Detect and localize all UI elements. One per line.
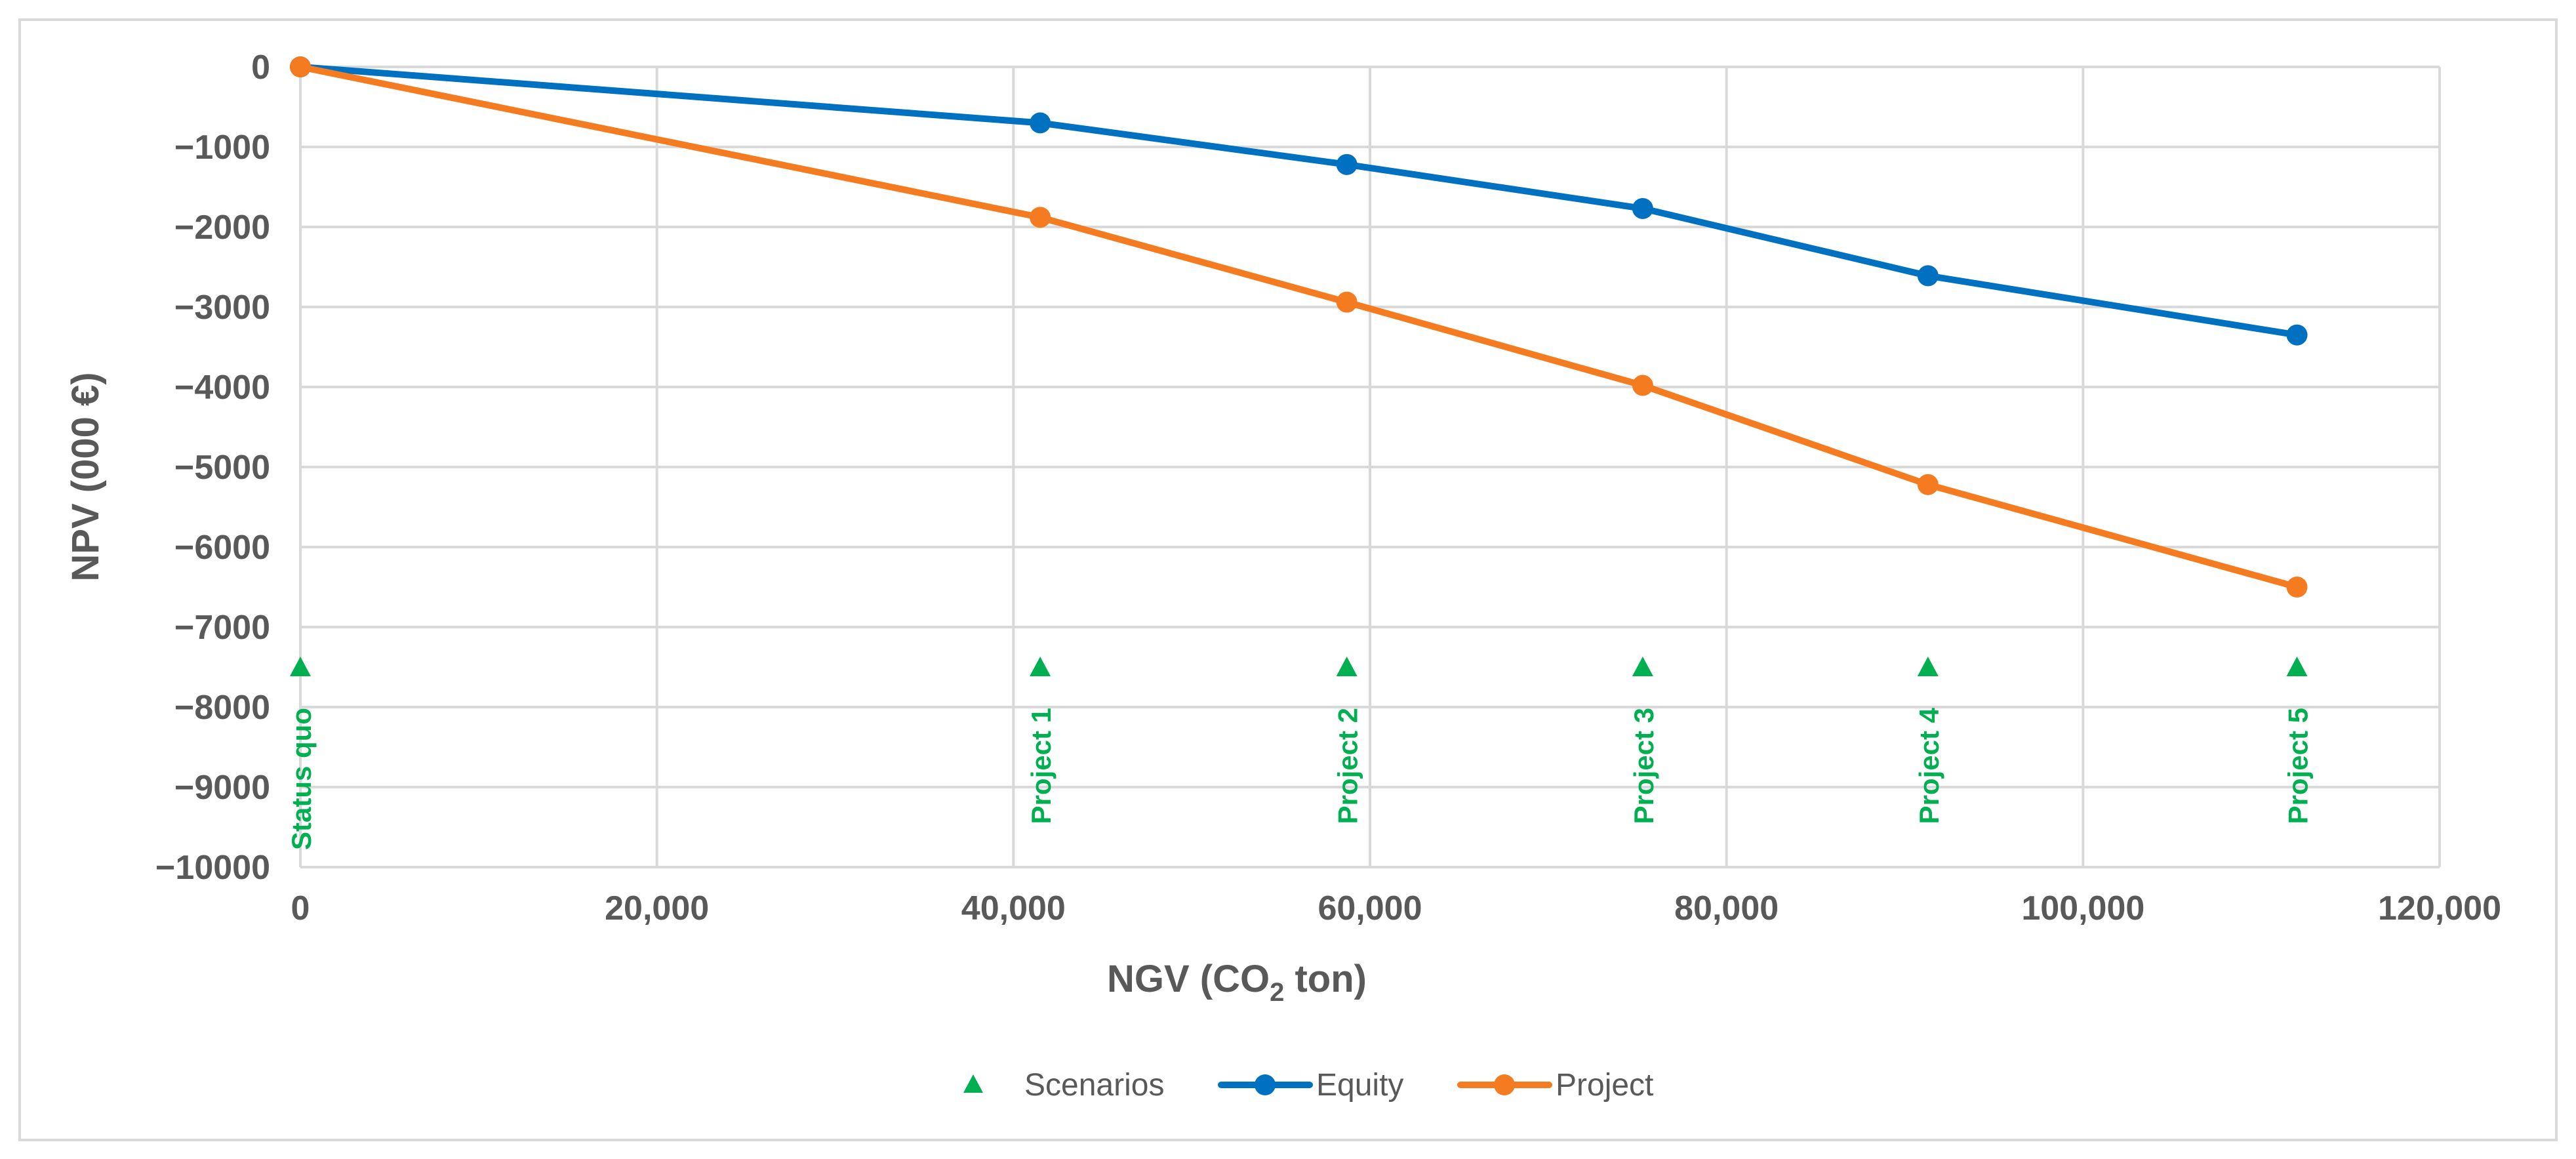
- series-equity-point: [2286, 324, 2308, 346]
- y-tick-label: −8000: [174, 689, 270, 727]
- x-tick-label: 120,000: [2378, 889, 2501, 927]
- legend-project-label: Project: [1556, 1068, 1653, 1103]
- series-project: [290, 56, 2308, 598]
- scenario-label: Project 1: [1026, 708, 1057, 824]
- x-tick-label: 80,000: [1674, 889, 1779, 927]
- scenario-label: Project 4: [1914, 707, 1944, 824]
- scenario-marker: [1917, 657, 1939, 676]
- y-tick-label: −9000: [174, 769, 270, 807]
- y-tick-label: 0: [251, 49, 270, 87]
- legend-project-marker: [1494, 1074, 1515, 1095]
- legend-equity-marker: [1255, 1074, 1276, 1095]
- series-equity-point: [1917, 265, 1939, 287]
- series-equity: [290, 56, 2308, 346]
- y-tick-label: −5000: [174, 449, 270, 487]
- series-project-point: [290, 56, 311, 77]
- x-axis-title-suffix: ton): [1284, 958, 1367, 1000]
- scenario-marker: [2286, 657, 2308, 676]
- y-tick-label: −6000: [174, 529, 270, 567]
- y-tick-label: −1000: [174, 129, 270, 167]
- series-layer: [290, 56, 2308, 598]
- y-tick-label: −7000: [174, 609, 270, 647]
- x-axis-title-subscript: 2: [1270, 978, 1284, 1007]
- series-equity-point: [1336, 153, 1358, 175]
- scenario-marker: [1336, 657, 1358, 676]
- series-equity-point: [1030, 112, 1051, 134]
- legend: Scenarios Equity Project: [963, 1068, 1653, 1103]
- y-tick-label: −10000: [155, 849, 270, 887]
- series-project-point: [1030, 207, 1051, 228]
- scenario-label: Project 3: [1628, 708, 1659, 824]
- series-equity-line: [297, 64, 2301, 338]
- y-tick-label: −4000: [174, 369, 270, 407]
- scenario-label: Project 5: [2283, 708, 2314, 824]
- tick-label-layer: 0 −1000 −2000 −3000 −4000 −5000 −6000 −7000 −800…: [155, 49, 2501, 927]
- chart-frame: 0 −1000 −2000 −3000 −4000 −5000 −6000 −7000 −800…: [18, 18, 2558, 1141]
- scenario-marker: [1030, 657, 1051, 676]
- scenario-marker: [290, 657, 311, 676]
- series-equity-point: [1632, 197, 1653, 219]
- series-project-line: [297, 64, 2301, 590]
- legend-scenarios-label: Scenarios: [1024, 1068, 1164, 1103]
- series-project-point: [1917, 474, 1939, 495]
- x-axis-title: NGV (CO2 ton): [1107, 958, 1367, 1007]
- grid-layer: [299, 66, 2441, 868]
- x-tick-label: 40,000: [961, 889, 1066, 927]
- x-axis-title-main: NGV (CO: [1107, 958, 1270, 1000]
- scenario-label: Status quo: [286, 708, 317, 850]
- x-tick-label: 20,000: [605, 889, 709, 927]
- y-tick-label: −3000: [174, 289, 270, 327]
- chart-svg: 0 −1000 −2000 −3000 −4000 −5000 −6000 −7000 −800…: [64, 49, 2501, 1103]
- series-project-point: [1632, 375, 1653, 396]
- y-tick-label: −2000: [174, 209, 270, 247]
- scenario-layer: Status quo Project 1 Project 2 Project 3 Pro…: [286, 657, 2314, 850]
- legend-scenarios-marker: [963, 1074, 983, 1093]
- x-tick-label: 100,000: [2021, 889, 2144, 927]
- x-tick-label: 0: [291, 889, 310, 927]
- y-axis-title: NPV (000 €): [64, 372, 107, 581]
- scenario-label: Project 2: [1333, 708, 1363, 824]
- series-project-point: [1336, 291, 1358, 313]
- series-project-point: [2286, 577, 2308, 598]
- scenario-marker: [1632, 657, 1653, 676]
- x-tick-label: 60,000: [1318, 889, 1422, 927]
- legend-equity-label: Equity: [1316, 1068, 1403, 1103]
